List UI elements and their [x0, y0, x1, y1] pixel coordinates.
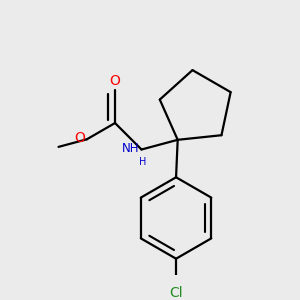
Text: NH: NH [122, 142, 139, 155]
Text: O: O [75, 131, 86, 145]
Text: Cl: Cl [169, 286, 183, 300]
Text: H: H [140, 157, 147, 167]
Text: O: O [110, 74, 121, 88]
